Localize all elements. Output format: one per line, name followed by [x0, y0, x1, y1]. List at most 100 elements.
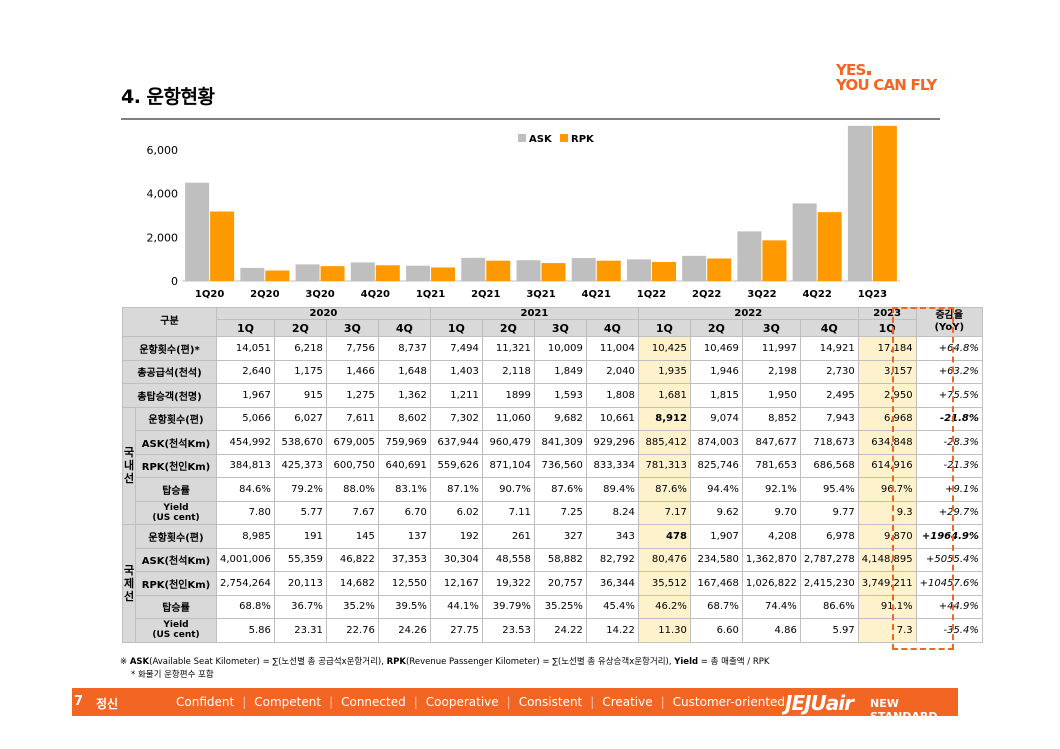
yoy-cell: +10457.6%	[915, 571, 983, 596]
value-cell: 2,754,264	[216, 571, 275, 596]
x-tick-label: 1Q22	[637, 289, 666, 300]
value-cell: 1,815	[689, 383, 743, 408]
value-cell: 11,060	[481, 406, 535, 431]
value-cell: 191	[273, 524, 327, 549]
value-cell: 74.4%	[741, 594, 801, 619]
value-cell: 9.3	[857, 500, 917, 525]
value-cell: 871,104	[481, 453, 535, 478]
value-cell: 9.77	[799, 500, 859, 525]
value-cell: 20,113	[273, 571, 327, 596]
value-cell: 1,849	[533, 359, 587, 384]
table-row: 탑승률 68.8% 36.7% 35.2% 39.5% 44.1% 39.79% 35.25%…	[123, 594, 983, 619]
value-cell: 7,494	[429, 336, 483, 361]
value-cell: 5,066	[216, 406, 275, 431]
bar-ask-2q22	[682, 255, 707, 281]
value-cell: 454,992	[216, 430, 275, 455]
bar-rpk-1q20	[210, 211, 235, 281]
footer-slogans: Confident | Competent | Connected | Cooperativ…	[168, 695, 793, 709]
x-tick-label: 1Q20	[195, 289, 224, 300]
yoy-cell: -21.8%	[915, 406, 983, 431]
value-cell: 2,118	[481, 359, 535, 384]
bar-rpk-4q21	[596, 260, 621, 281]
value-cell: 1,175	[273, 359, 327, 384]
header-year: 2020	[216, 307, 431, 320]
x-tick-label: 1Q23	[858, 289, 887, 300]
footer-slogan: Connected	[341, 695, 406, 709]
row-label-line2: (US cent)	[152, 630, 200, 641]
value-cell: 4.86	[741, 618, 801, 643]
header-quarter: 1Q	[857, 319, 917, 337]
value-cell: 89.4%	[585, 477, 639, 502]
value-cell: 167,468	[689, 571, 743, 596]
yoy-cell: +64.8%	[915, 336, 983, 361]
value-cell: 929,296	[585, 430, 639, 455]
header-quarter: 2Q	[273, 319, 327, 337]
header-quarter: 3Q	[741, 319, 801, 337]
x-tick-label: 4Q21	[582, 289, 611, 300]
value-cell: 82,792	[585, 547, 639, 572]
value-cell: 7,756	[325, 336, 379, 361]
value-cell: 9.70	[741, 500, 801, 525]
legend-label-ask: ASK	[529, 134, 553, 145]
value-cell: 24.22	[533, 618, 587, 643]
header-label: 구분	[122, 307, 217, 337]
value-cell: 24.26	[377, 618, 431, 643]
header-quarter: 1Q	[637, 319, 691, 337]
value-cell: 600,750	[325, 453, 379, 478]
table-row: ASK(천석Km) 4,001,006 55,359 46,822 37,353 30,3…	[123, 547, 983, 572]
row-label: 탑승률	[135, 594, 217, 619]
row-label: 운항횟수(편)	[135, 406, 217, 431]
value-cell: 68.7%	[689, 594, 743, 619]
value-cell: 1,026,822	[741, 571, 801, 596]
value-cell: 637,944	[429, 430, 483, 455]
value-cell: 36,344	[585, 571, 639, 596]
value-cell: 95.4%	[799, 477, 859, 502]
value-cell: 192	[429, 524, 483, 549]
table-row: Yield (US cent) 5.86 23.31 22.76 24.26 27.75 23…	[123, 618, 983, 643]
footer-slogan: Confident	[176, 695, 235, 709]
footnote-cargo: * 화물기 운항편수 포함	[131, 670, 214, 680]
yoy-cell: +9.1%	[915, 477, 983, 502]
row-label-line2: (US cent)	[152, 512, 200, 523]
value-cell: 1,967	[216, 383, 275, 408]
value-cell: 10,009	[533, 336, 587, 361]
value-cell: 14,682	[325, 571, 379, 596]
bar-rpk-2q20	[265, 270, 290, 281]
row-label: ASK(천석Km)	[135, 430, 217, 455]
value-cell: 634,848	[857, 430, 917, 455]
table-row: 총탑승객(천명) 1,967 915 1,275 1,362 1,211 1899 1,593…	[122, 383, 983, 408]
value-cell: 4,208	[741, 524, 801, 549]
yoy-cell: +1964.9%	[915, 524, 983, 549]
bar-ask-1q23	[847, 125, 872, 281]
value-cell: 88.0%	[325, 477, 379, 502]
value-cell: 91.1%	[857, 594, 917, 619]
value-cell: 841,309	[533, 430, 587, 455]
value-cell: 686,568	[799, 453, 859, 478]
value-cell: 5.86	[216, 618, 275, 643]
section-label-char: 국	[123, 446, 135, 460]
table-row: 운항횟수(편)* 14,051 6,218 7,756 8,737 7,494 11,321…	[122, 336, 983, 361]
value-cell: 79.2%	[273, 477, 327, 502]
value-cell: 384,813	[216, 453, 275, 478]
value-cell: 46,822	[325, 547, 379, 572]
value-cell: 44.1%	[429, 594, 483, 619]
value-cell: 12,550	[377, 571, 431, 596]
value-cell: 781,653	[741, 453, 801, 478]
bar-ask-2q20	[240, 267, 265, 281]
value-cell: 35.2%	[325, 594, 379, 619]
value-cell: 1,946	[689, 359, 743, 384]
header-quarter: 1Q	[429, 319, 483, 337]
row-label: ASK(천석Km)	[135, 547, 217, 572]
header-year: 2021	[429, 307, 639, 320]
header-row-years: 구분 2020 2021 2022 2023 증감율 (YoY)	[122, 307, 983, 337]
value-cell: 145	[325, 524, 379, 549]
value-cell: 640,691	[377, 453, 431, 478]
value-cell: 425,373	[273, 453, 327, 478]
value-cell: 874,003	[689, 430, 743, 455]
bar-ask-1q22	[626, 259, 651, 281]
header-quarter: 2Q	[689, 319, 743, 337]
row-label: Yield (US cent)	[135, 500, 217, 525]
value-cell: 5.97	[799, 618, 859, 643]
value-cell: 3,157	[857, 359, 917, 384]
value-cell: 7.11	[481, 500, 535, 525]
